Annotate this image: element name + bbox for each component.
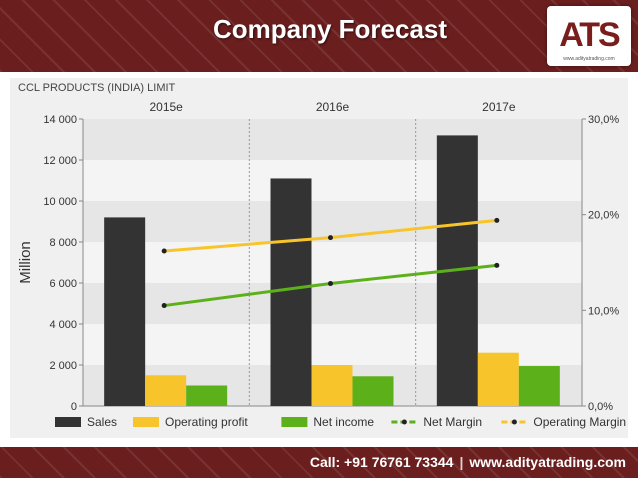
bar-net-income xyxy=(186,385,228,406)
bar-operating-profit xyxy=(311,365,353,406)
grid-band xyxy=(83,201,582,242)
bar-net-income xyxy=(518,366,560,406)
point-net-margin xyxy=(328,281,333,287)
bar-net-income xyxy=(352,376,394,406)
bar-operating-profit xyxy=(477,352,519,406)
contact-info: Call: +91 76761 73344 | www.adityatrading.… xyxy=(310,454,626,470)
y2-tick-label: 0,0% xyxy=(588,401,613,413)
category-label: 2017e xyxy=(482,100,516,114)
category-label: 2015e xyxy=(149,100,183,114)
point-operating-margin xyxy=(494,217,500,223)
grid-band xyxy=(83,160,582,201)
y-tick-label: 4 000 xyxy=(49,319,77,331)
header-banner: Company Forecast ATS www.adityatrading.c… xyxy=(0,0,638,72)
website-link[interactable]: www.adityatrading.com xyxy=(469,454,626,470)
y-tick-label: 12 000 xyxy=(43,155,77,167)
point-operating-margin xyxy=(328,235,333,241)
footer-banner: Call: +91 76761 73344 | www.adityatrading.… xyxy=(0,447,638,478)
y-tick-label: 0 xyxy=(71,401,77,413)
point-net-margin xyxy=(161,303,167,309)
company-logo: ATS www.adityatrading.com xyxy=(547,6,631,66)
phone-number[interactable]: Call: +91 76761 73344 xyxy=(309,454,454,470)
y-tick-label: 6 000 xyxy=(49,278,77,290)
legend-label-net-margin: Net Margin xyxy=(423,415,482,429)
header-pattern xyxy=(0,0,638,72)
legend-marker-operating-margin xyxy=(511,419,517,425)
point-net-margin xyxy=(494,262,500,268)
logo-graphic: ATS www.adityatrading.com xyxy=(559,16,622,62)
category-label: 2016e xyxy=(316,100,350,114)
y-tick-label: 14 000 xyxy=(43,114,77,126)
grid-band xyxy=(83,119,582,160)
bar-operating-profit xyxy=(145,375,187,406)
separator: | xyxy=(459,454,464,470)
y2-tick-label: 20,0% xyxy=(588,210,619,222)
legend-swatch-sales xyxy=(55,417,81,427)
legend-swatch-operating-profit xyxy=(133,417,159,427)
forecast-chart: CCL PRODUCTS (INDIA) LIMIT 0 2 000 4 000 6 0… xyxy=(17,82,626,429)
y-tick-label: 10 000 xyxy=(43,196,77,208)
footer-pattern xyxy=(0,447,638,478)
grid-band xyxy=(83,283,582,324)
page-title: Company Forecast xyxy=(212,14,448,44)
point-operating-margin xyxy=(161,248,167,254)
svg-text:ATS: ATS xyxy=(559,16,620,54)
bar-sales xyxy=(270,178,312,406)
legend-swatch-net-income xyxy=(281,417,308,427)
chart-panel: CCL PRODUCTS (INDIA) LIMIT 0 2 000 4 000 6 0… xyxy=(10,78,628,438)
y-tick-label: 8 000 xyxy=(49,237,77,249)
chart-title: CCL PRODUCTS (INDIA) LIMIT xyxy=(18,82,176,94)
legend-label-operating-profit: Operating profit xyxy=(165,415,248,429)
y-tick-label: 2 000 xyxy=(49,360,77,372)
logo-tagline: www.adityatrading.com xyxy=(563,56,614,62)
legend-label-sales: Sales xyxy=(87,415,117,429)
legend-label-operating-margin: Operating Margin xyxy=(533,415,626,429)
legend-marker-net-margin xyxy=(401,419,407,425)
legend-label-net-income: Net income xyxy=(313,415,374,429)
y2-tick-label: 10,0% xyxy=(588,305,619,317)
y2-tick-label: 30,0% xyxy=(588,114,619,126)
bar-sales xyxy=(104,217,146,406)
grid-band xyxy=(83,242,582,283)
y-axis-label: Million xyxy=(17,241,34,284)
